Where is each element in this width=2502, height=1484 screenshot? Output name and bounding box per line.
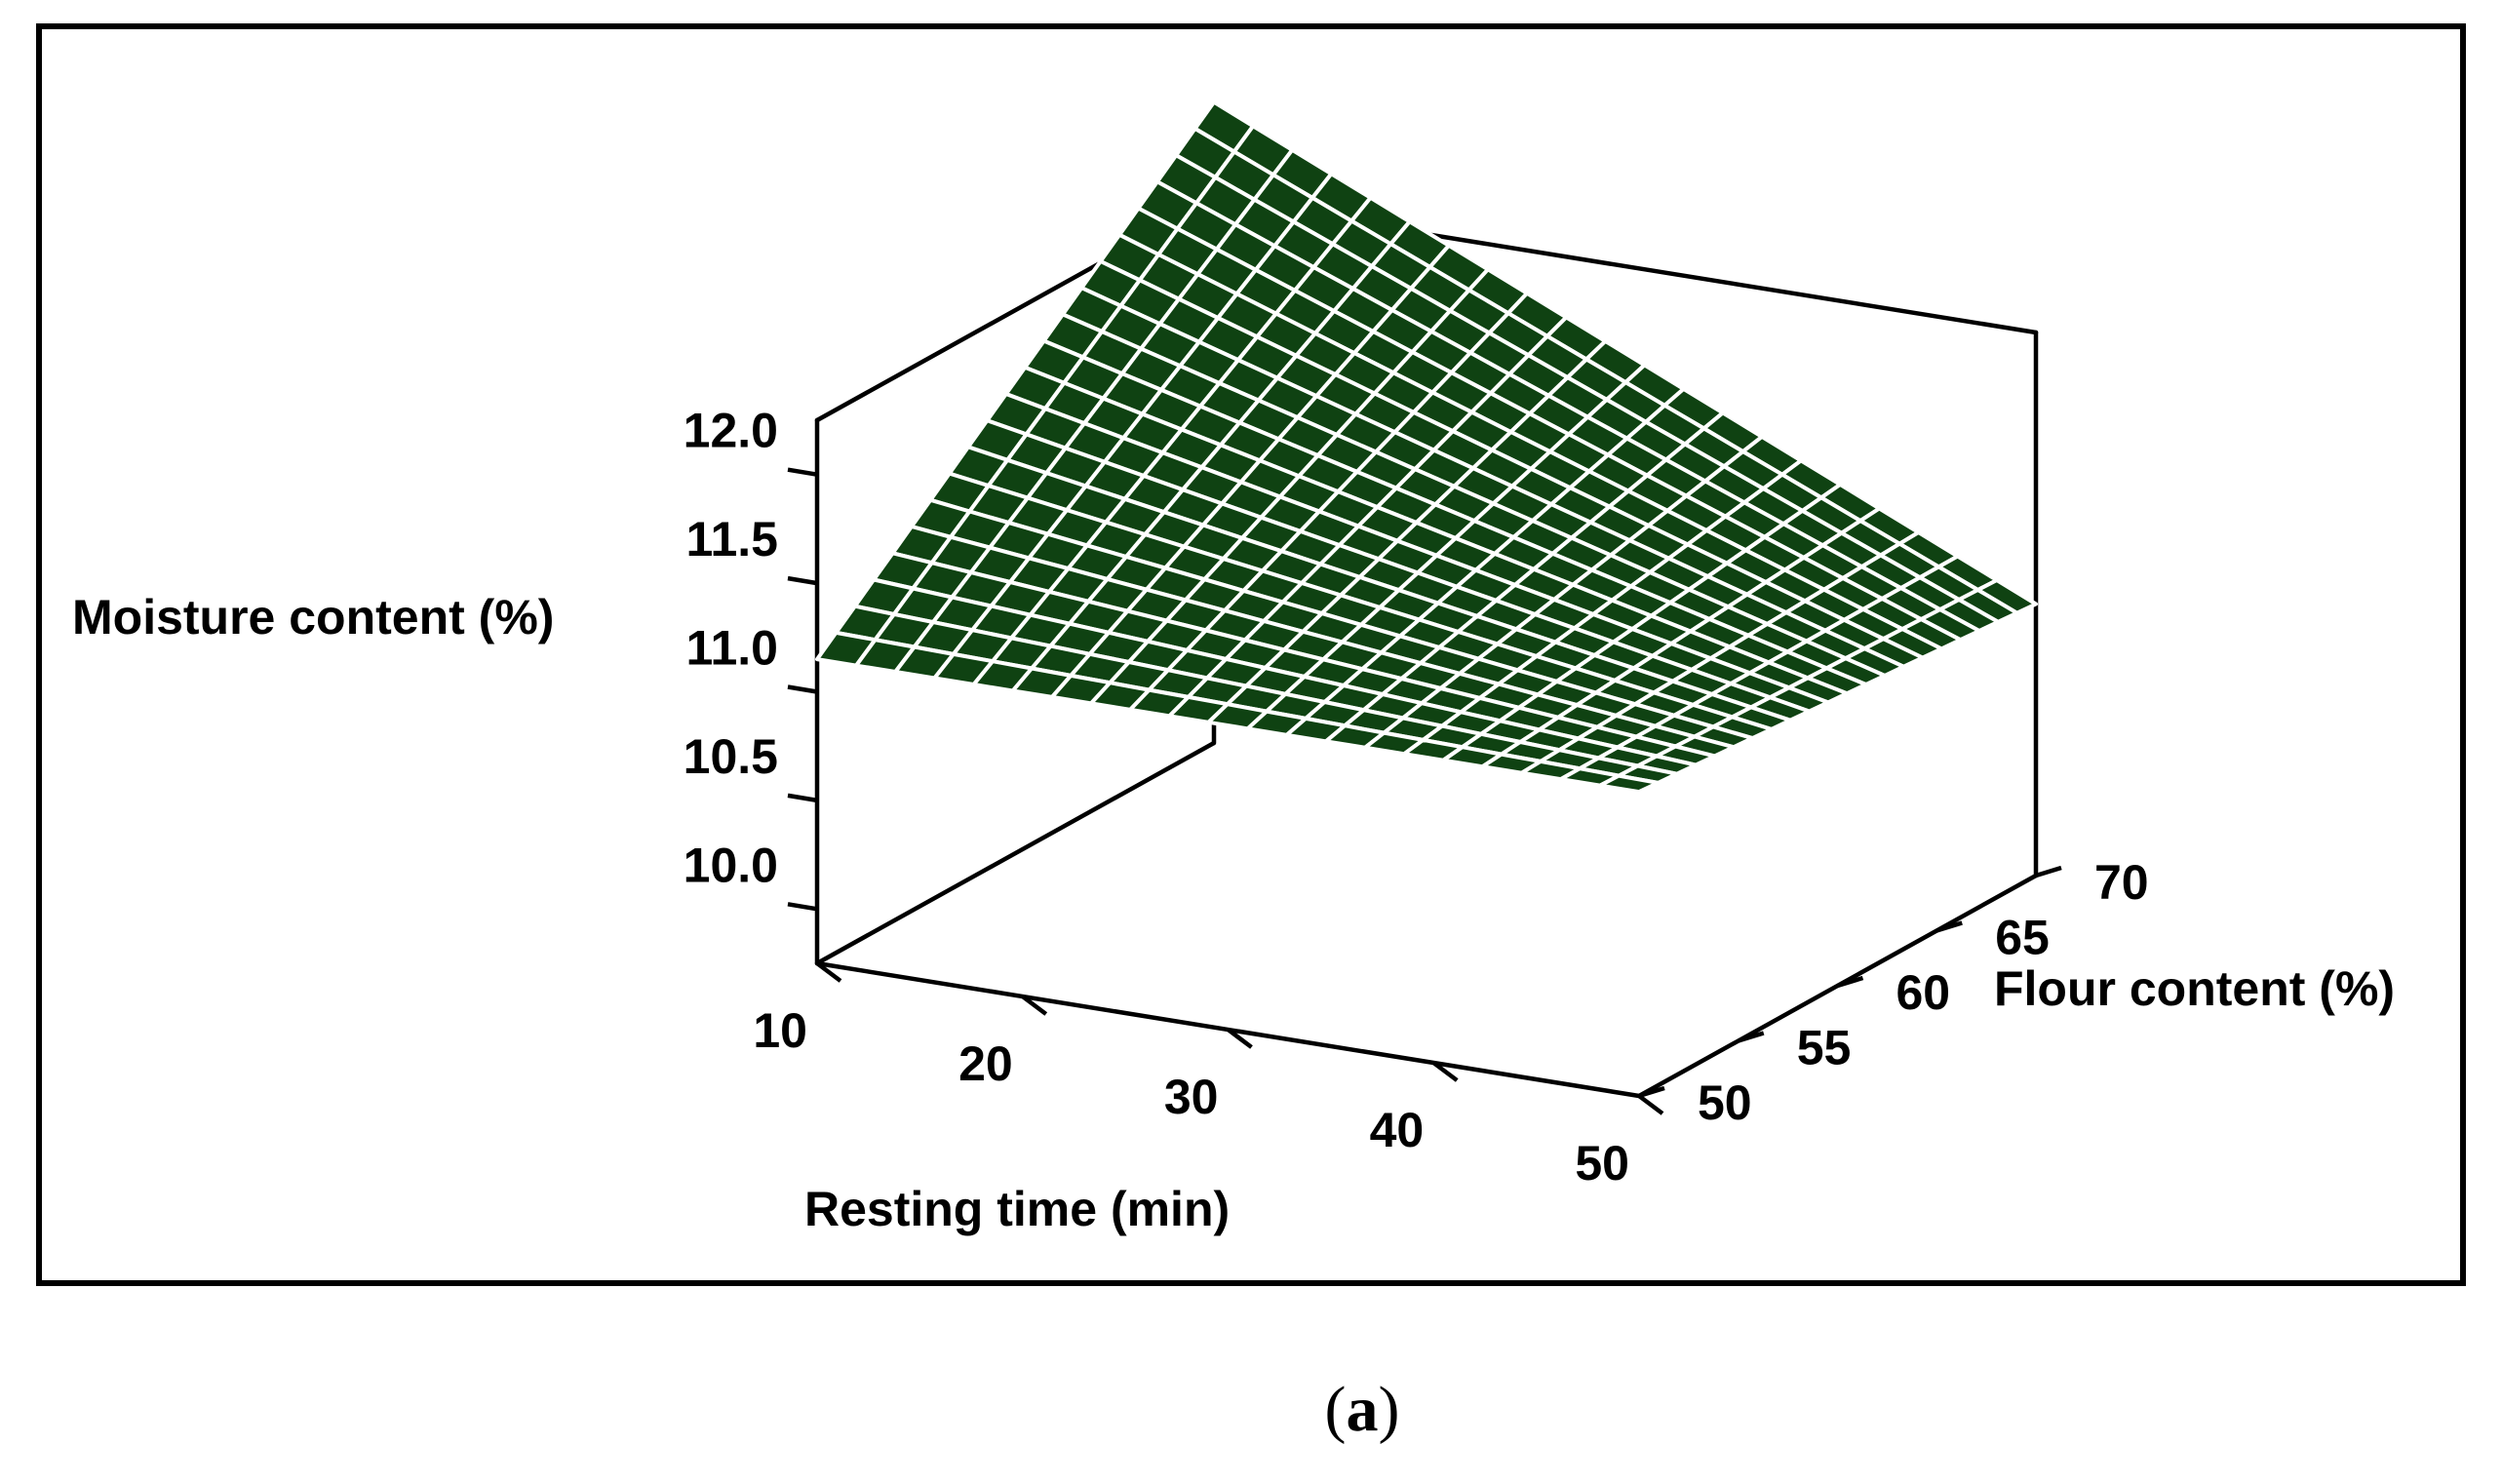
caption-open: ( (1325, 1374, 1347, 1445)
figure-caption: (a) (1325, 1374, 1400, 1445)
y-tick-mark (1638, 1085, 1665, 1099)
z-tick-mark (787, 793, 818, 803)
z-tick-label: 10.0 (684, 838, 778, 892)
x-axis-ticks (815, 961, 1664, 1115)
y-tick-label: 70 (2094, 855, 2149, 910)
z-tick-mark (787, 902, 818, 912)
x-tick-label: 40 (1370, 1103, 1425, 1157)
y-axis-ticks (1638, 865, 2062, 1099)
floor-diagonal (815, 741, 1216, 965)
x-tick-label: 50 (1575, 1136, 1629, 1191)
y-tick-label: 65 (1995, 911, 2050, 965)
x-tick-mark (1637, 1094, 1664, 1115)
z-tick-label: 11.0 (685, 621, 778, 676)
response-surface (815, 99, 2038, 795)
x-tick-label: 30 (1164, 1070, 1219, 1124)
x-tick-mark (1021, 995, 1048, 1016)
z-tick-label: 11.5 (685, 512, 778, 566)
y-tick-label: 60 (1896, 965, 1951, 1020)
x-tick-mark (1431, 1061, 1459, 1082)
surface-patch (1597, 773, 1661, 795)
y-tick-label: 55 (1797, 1021, 1852, 1075)
x-axis-tick-labels: 10 20 30 40 50 (753, 1003, 1629, 1191)
z-tick-label: 10.5 (684, 729, 778, 784)
chart-frame (36, 23, 2466, 1286)
x-tick-mark (1227, 1028, 1253, 1049)
y-tick-label: 50 (1698, 1075, 1752, 1130)
z-axis-label: Moisture content (%) (72, 590, 554, 644)
x-axis-label: Resting time (min) (804, 1182, 1230, 1236)
x-tick-label: 20 (958, 1036, 1013, 1091)
y-axis-label: Flour content (%) (1994, 961, 2395, 1016)
y-tick-mark (2035, 865, 2062, 879)
y-tick-mark (1738, 1031, 1765, 1043)
floor-back-edge (815, 741, 1216, 965)
x-tick-mark (815, 961, 842, 983)
z-tick-label: 12.0 (684, 404, 778, 458)
caption-close: ) (1379, 1374, 1400, 1445)
y-tick-mark (1836, 975, 1864, 989)
z-tick-mark (787, 575, 818, 586)
y-axis-tick-labels: 50 55 60 65 70 (1698, 855, 2149, 1130)
x-tick-label: 10 (753, 1003, 807, 1058)
caption-label: a (1347, 1374, 1379, 1445)
z-tick-mark (787, 684, 818, 694)
z-axis-tick-labels: 10.0 10.5 11.0 11.5 12.0 (684, 404, 778, 893)
z-tick-mark (787, 467, 818, 477)
y-tick-mark (1935, 920, 1963, 933)
z-axis-ticks (787, 467, 818, 912)
